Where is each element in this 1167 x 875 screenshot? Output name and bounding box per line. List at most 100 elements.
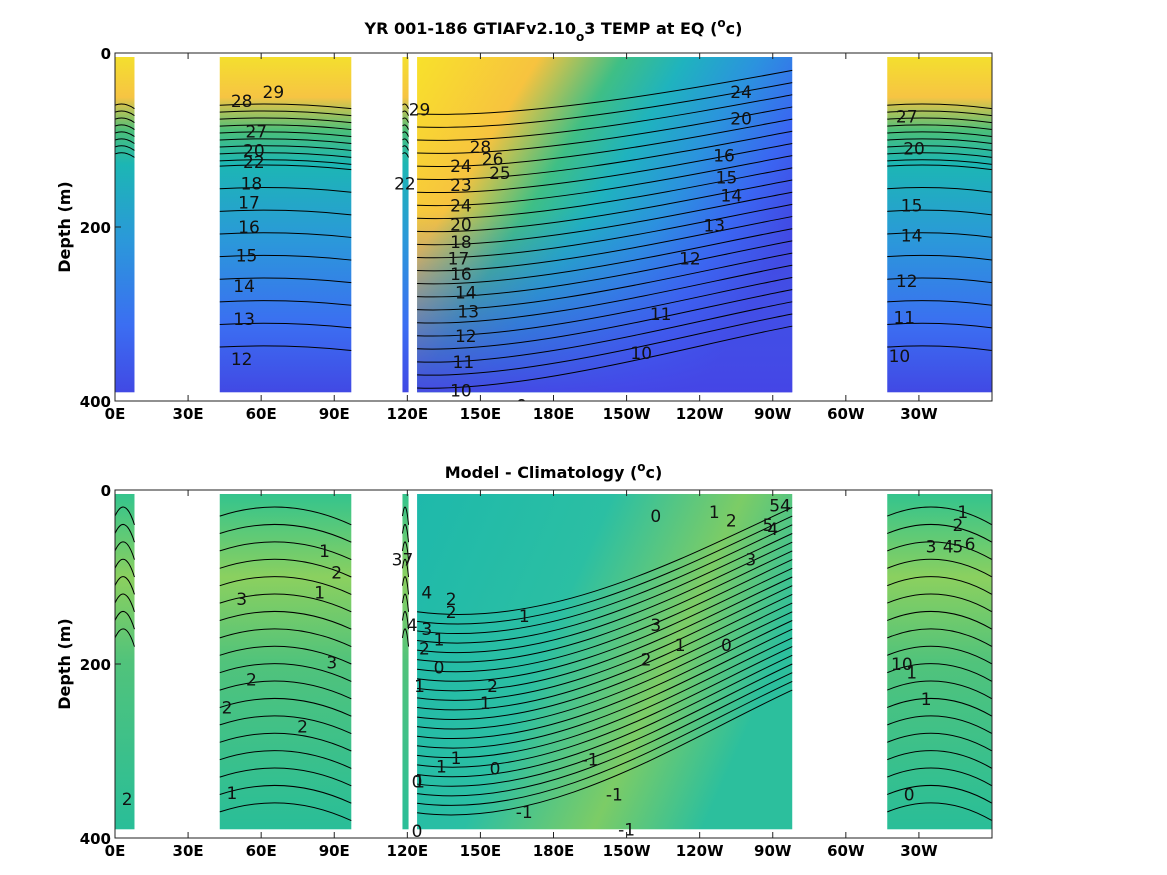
contour-label: 1 [414,677,425,697]
contour-line [219,232,352,238]
contour-line [219,138,352,144]
contour-line [115,131,135,137]
title-part: YR 001-186 GTIAFv2.10 [364,19,576,38]
contour-line [219,506,352,526]
title-part: o [717,16,725,30]
contour-label: 12 [455,327,477,347]
contour-label: 28 [231,92,253,112]
x-tick-label: 60E [246,405,277,423]
contour-label: 17 [238,194,260,214]
contour-line [417,252,793,311]
contour-label: 2 [641,651,652,671]
title-part: o [576,30,584,44]
contour-label: 16 [238,218,260,238]
contour-label: 9 [516,396,527,416]
ocean-segment [219,57,352,393]
contour-line [417,506,793,615]
contour-label: 1 [227,784,238,804]
contour-line [417,680,793,806]
contour-label: 28 [470,138,492,158]
contour-line [219,131,352,138]
contour-line [887,322,992,329]
y-tick-label: 0 [101,45,111,63]
contour-line [417,637,793,759]
contour-label: -1 [516,803,533,823]
title-part: c) [726,19,743,38]
contour-label: 10 [450,382,472,402]
contour-line [219,610,352,630]
contour-label: 2 [446,603,457,623]
contour-line [417,325,793,389]
title-part: c) [646,463,663,482]
contour-label: 2 [297,718,308,738]
contour-label: 29 [409,101,431,121]
contour-line [401,558,410,578]
contour-line [401,628,410,647]
contour-label: 24 [450,196,472,216]
contour-line [887,611,992,630]
ocean-segment [887,494,992,830]
contour-label: 23 [450,176,472,196]
contour-line [417,216,793,272]
contour-line [115,103,135,110]
contour-line [219,277,352,284]
chart-title: Model - Climatology (oc) [445,460,663,482]
y-tick-label: 200 [80,656,111,674]
contour-label: 1 [480,694,491,714]
contour-label: 15 [716,168,738,188]
contour-label: 16 [713,147,735,167]
contour-line [887,541,992,561]
contour-label: 15 [236,247,258,267]
contour-label: 3 [926,538,937,558]
contour-line [401,576,410,595]
contour-line [115,145,135,151]
contour-line [417,289,793,350]
contour-label: 1 [519,607,530,627]
title-part: 3 TEMP at EQ ( [584,19,717,38]
contour-line [887,558,992,578]
contour-label: 1 [451,749,462,769]
contour-line [219,209,352,216]
contour-line [219,628,352,648]
contour-label: 1 [921,690,932,710]
contour-label: 2 [122,790,133,810]
contour-line [887,785,992,804]
contour-line [219,187,352,193]
contour-line [887,345,992,352]
x-tick-label: 150E [460,842,502,860]
contour-line [219,159,352,165]
contour-label: 3 [745,551,756,571]
contour-line [887,277,992,284]
contour-label: -1 [618,820,635,840]
x-tick-label: 150W [603,405,651,423]
contour-label: 18 [450,233,472,253]
contour-label: 4 [407,616,418,636]
contour-line [401,506,410,525]
contour-line [417,602,793,721]
contour-label: 37 [392,551,414,571]
contour-label: 27 [245,122,267,142]
x-tick-label: 90W [754,842,792,860]
contour-line [115,593,135,612]
contour-label: -1 [606,786,623,806]
contour-line [417,541,793,654]
x-tick-label: 30W [900,842,938,860]
contour-lines [115,506,992,822]
contour-line [402,145,410,151]
contour-line [887,802,992,822]
contour-label: 4 [421,584,432,604]
contour-label: 3 [650,616,661,636]
contour-line [417,524,793,635]
contour-line [887,524,992,543]
contour-label: -1 [582,751,599,771]
x-tick-label: 150W [603,842,651,860]
x-tick-label: 150E [460,405,502,423]
contour-labels: 28 29272022181716151413122229242324201817… [231,83,925,416]
contour-line [417,191,793,246]
contour-line [417,118,793,167]
contour-line [115,506,135,525]
contour-line [219,124,352,131]
contour-line [402,152,410,158]
contour-line [115,138,135,144]
